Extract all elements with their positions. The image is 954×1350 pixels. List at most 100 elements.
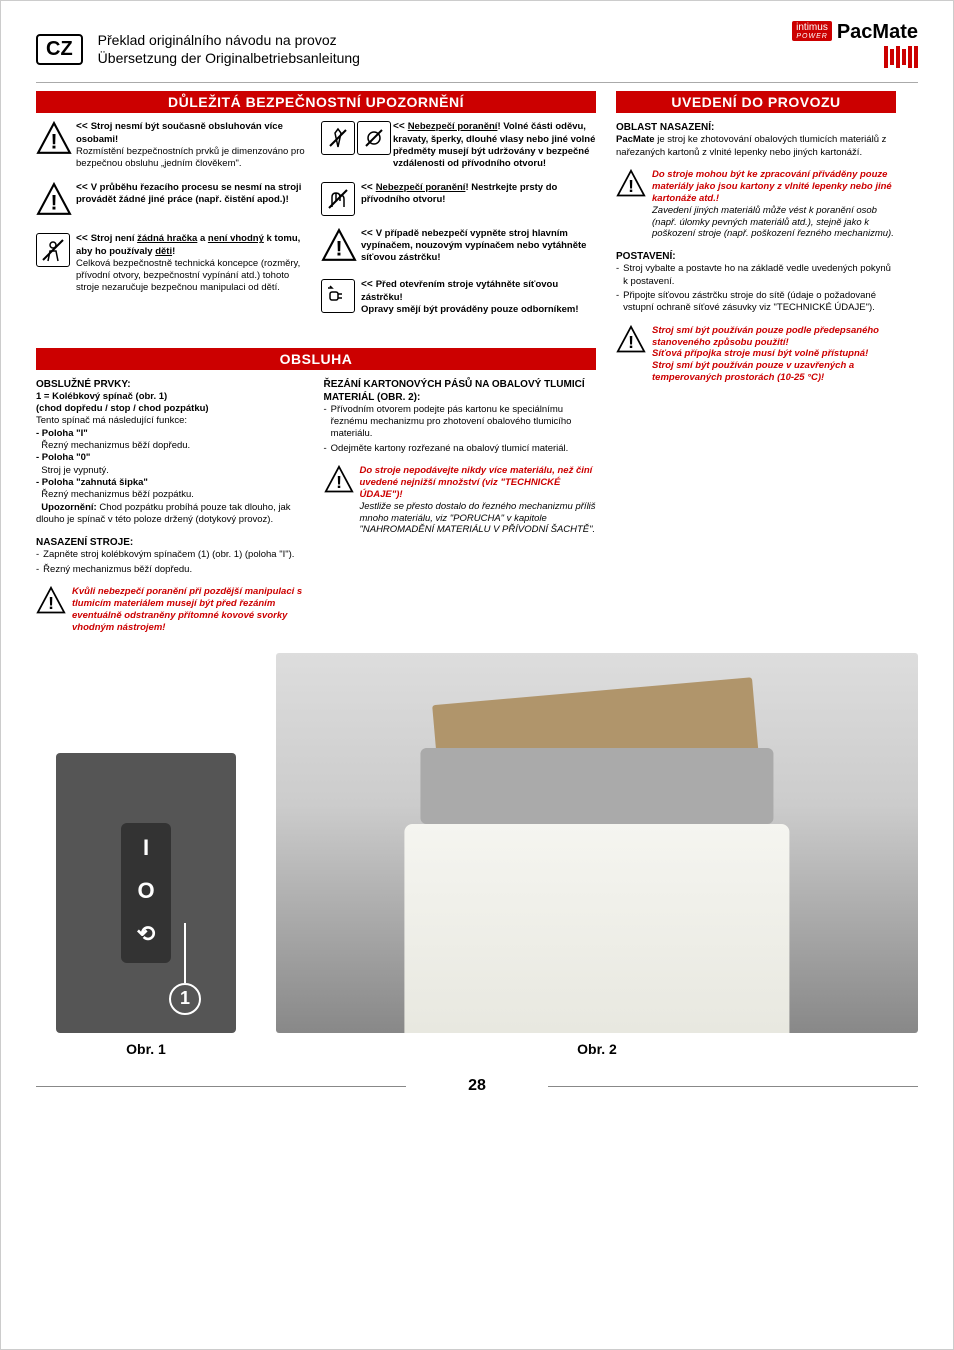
safety-col-right: <<Nebezpečí poranění! Volné části oděvu,… bbox=[321, 121, 596, 327]
country-badge: CZ bbox=[36, 34, 83, 65]
svg-text:!: ! bbox=[50, 131, 57, 154]
obsluha-col-left: OBSLUŽNÉ PRVKY: 1 = Kolébkový spínač (ob… bbox=[36, 378, 309, 638]
switch-diagram: I O ⟲ 1 bbox=[56, 753, 236, 1033]
area-warn-wrap: Do stroje mohou být ke zpracování přivád… bbox=[652, 169, 896, 240]
pos-0-text: Stroj je vypnutý. bbox=[41, 465, 109, 476]
rocker-sub: (chod dopředu / stop / chod pozpátku) bbox=[36, 403, 209, 414]
warning-row: ! Do stroje nepodávejte nikdy více mater… bbox=[324, 465, 597, 536]
area-warn: Do stroje mohou být ke zpracování přivád… bbox=[652, 169, 896, 205]
section-commissioning-header: UVEDENÍ DO PROVOZU bbox=[616, 91, 896, 113]
nasazeni-warn: Kvůli nebezpečí poranění při pozdější ma… bbox=[72, 586, 309, 634]
callout-number: 1 bbox=[169, 983, 201, 1015]
safety-text: <<Nebezpečí poranění! Nestrkejte prsty d… bbox=[361, 182, 596, 216]
unplug-icon bbox=[321, 279, 357, 315]
safety-item: ! <<V průběhu řezacího procesu se nesmí … bbox=[36, 182, 311, 222]
safety-item: ! <<Stroj nesmí být současně obsluhován … bbox=[36, 121, 311, 169]
pos-i-text: Řezný mechanizmus běží dopředu. bbox=[41, 440, 190, 451]
figure-1: I O ⟲ 1 Obr. 1 bbox=[36, 753, 256, 1057]
section-safety-header: DŮLEŽITÁ BEZPEČNOSTNÍ UPOZORNĚNÍ bbox=[36, 91, 596, 113]
warning-triangle-icon: ! bbox=[36, 586, 66, 616]
svg-text:!: ! bbox=[48, 593, 54, 613]
safety-text: <<Nebezpečí poranění! Volné části oděvu,… bbox=[393, 121, 596, 169]
figure-2: Obr. 2 bbox=[276, 653, 918, 1057]
rezani-warn: Do stroje nepodávejte nikdy více materiá… bbox=[360, 465, 597, 501]
header: CZ Překlad originálního návodu na provoz… bbox=[36, 31, 918, 67]
switch-panel: I O ⟲ bbox=[121, 823, 171, 963]
setup-warn-c: Stroj smí být používán pouze v uzavřenýc… bbox=[652, 360, 896, 384]
rocker-intro: Tento spínač má následující funkce: bbox=[36, 415, 187, 426]
page-number: 28 bbox=[36, 1077, 918, 1095]
left-column: DŮLEŽITÁ BEZPEČNOSTNÍ UPOZORNĚNÍ ! <<Str… bbox=[36, 91, 596, 637]
warning-triangle-icon: ! bbox=[616, 325, 646, 355]
warning-triangle-icon: ! bbox=[321, 228, 357, 268]
rezani-warn-text: Jestliže se přesto dostalo do řezného me… bbox=[360, 501, 597, 537]
list-item: -Řezný mechanizmus běží dopředu. bbox=[36, 564, 309, 576]
warning-triangle-icon: ! bbox=[36, 121, 72, 169]
area-warn-text: Zavedení jiných materiálů může vést k po… bbox=[652, 205, 896, 241]
pos-0-title: - Poloha "0" bbox=[36, 452, 90, 463]
safety-text: <<Před otevřením stroje vytáhněte síťovo… bbox=[361, 279, 596, 315]
machine-photo bbox=[276, 653, 918, 1033]
safety-text: <<V případě nebezpečí vypněte stroj hlav… bbox=[361, 228, 596, 268]
svg-text:!: ! bbox=[628, 176, 634, 196]
safety-item: <<Před otevřením stroje vytáhněte síťovo… bbox=[321, 279, 596, 315]
brand-logo: intimus POWER PacMate bbox=[792, 21, 918, 68]
main-columns: DŮLEŽITÁ BEZPEČNOSTNÍ UPOZORNĚNÍ ! <<Str… bbox=[36, 91, 918, 637]
list-item: -Stroj vybalte a postavte ho na základě … bbox=[616, 263, 896, 288]
obsluha-columns: OBSLUŽNÉ PRVKY: 1 = Kolébkový spínač (ob… bbox=[36, 378, 596, 638]
pos-arrow-title: - Poloha "zahnutá šipka" bbox=[36, 477, 148, 488]
list-item: -Odejměte kartony rozřezané na obalový t… bbox=[324, 443, 597, 455]
list-item: -Připojte síťovou zástrčku stroje do sít… bbox=[616, 290, 896, 315]
obsluha-section: OBSLUHA OBSLUŽNÉ PRVKY: 1 = Kolébkový sp… bbox=[36, 348, 596, 638]
right-column: UVEDENÍ DO PROVOZU OBLAST NASAZENÍ: PacM… bbox=[616, 91, 896, 637]
svg-text:!: ! bbox=[336, 472, 342, 492]
warning-row: ! Kvůli nebezpečí poranění při pozdější … bbox=[36, 586, 309, 634]
warning-triangle-icon: ! bbox=[36, 182, 72, 222]
warning-row: ! Do stroje mohou být ke zpracování přiv… bbox=[616, 169, 896, 240]
safety-text: <<Stroj není žádná hračka a není vhodný … bbox=[76, 233, 311, 293]
setup-title: POSTAVENÍ: bbox=[616, 250, 896, 263]
tie-jewelry-icon bbox=[321, 121, 393, 169]
setup-warn-a: Stroj smí být používán pouze podle přede… bbox=[652, 325, 896, 349]
list-item: -Zapněte stroj kolébkovým spínačem (1) (… bbox=[36, 549, 309, 561]
rezani-title: ŘEZÁNÍ KARTONOVÝCH PÁSŮ NA OBALOVÝ TLUMI… bbox=[324, 378, 597, 404]
divider bbox=[36, 82, 918, 83]
figure-2-label: Obr. 2 bbox=[276, 1041, 918, 1057]
safety-item: <<Nebezpečí poranění! Volné části oděvu,… bbox=[321, 121, 596, 169]
safety-col-left: ! <<Stroj nesmí být současně obsluhován … bbox=[36, 121, 311, 327]
nasazeni-title: NASAZENÍ STROJE: bbox=[36, 536, 309, 549]
area-intro: PacMate je stroj ke zhotovování obalovýc… bbox=[616, 134, 886, 157]
rezani-block: ŘEZÁNÍ KARTONOVÝCH PÁSŮ NA OBALOVÝ TLUMI… bbox=[324, 378, 597, 455]
warning-triangle-icon: ! bbox=[616, 169, 646, 199]
area-title: OBLAST NASAZENÍ: bbox=[616, 121, 896, 134]
logo-intimus: intimus POWER bbox=[792, 21, 832, 41]
rezani-warn-wrap: Do stroje nepodávejte nikdy více materiá… bbox=[360, 465, 597, 536]
obsluha-col-right: ŘEZÁNÍ KARTONOVÝCH PÁSŮ NA OBALOVÝ TLUMI… bbox=[324, 378, 597, 638]
setup-warn-b: Síťová přípojka stroje musí být volně př… bbox=[652, 348, 896, 360]
safety-text: <<V průběhu řezacího procesu se nesmí na… bbox=[76, 182, 311, 222]
no-children-icon bbox=[36, 233, 72, 293]
switch-mark-arrow: ⟲ bbox=[137, 921, 155, 947]
controls-title: OBSLUŽNÉ PRVKY: bbox=[36, 378, 309, 391]
safety-text: <<Stroj nesmí být současně obsluhován ví… bbox=[76, 121, 311, 169]
controls-block: OBSLUŽNÉ PRVKY: 1 = Kolébkový spínač (ob… bbox=[36, 378, 309, 527]
logo-product: PacMate bbox=[837, 21, 918, 43]
svg-text:!: ! bbox=[335, 237, 342, 260]
pos-arrow-text: Řezný mechanizmus běží pozpátku. bbox=[41, 489, 194, 500]
safety-grid: ! <<Stroj nesmí být současně obsluhován … bbox=[36, 121, 596, 327]
figure-1-label: Obr. 1 bbox=[36, 1041, 256, 1057]
setup-block: POSTAVENÍ: -Stroj vybalte a postavte ho … bbox=[616, 250, 896, 314]
warning-row: ! Stroj smí být používán pouze podle pře… bbox=[616, 325, 896, 384]
rocker-title: 1 = Kolébkový spínač (obr. 1) bbox=[36, 391, 167, 402]
section-obsluha-header: OBSLUHA bbox=[36, 348, 596, 370]
safety-item: <<Stroj není žádná hračka a není vhodný … bbox=[36, 233, 311, 293]
area-block: OBLAST NASAZENÍ: PacMate je stroj ke zho… bbox=[616, 121, 896, 159]
svg-text:!: ! bbox=[628, 332, 634, 352]
switch-mark-i: I bbox=[143, 835, 149, 861]
machine-body bbox=[404, 824, 789, 1033]
barcode-icon bbox=[792, 46, 918, 68]
no-fingers-icon bbox=[321, 182, 357, 216]
warning-triangle-icon: ! bbox=[324, 465, 354, 495]
svg-text:!: ! bbox=[50, 191, 57, 214]
nasazeni-block: NASAZENÍ STROJE: -Zapněte stroj kolébkov… bbox=[36, 536, 309, 576]
